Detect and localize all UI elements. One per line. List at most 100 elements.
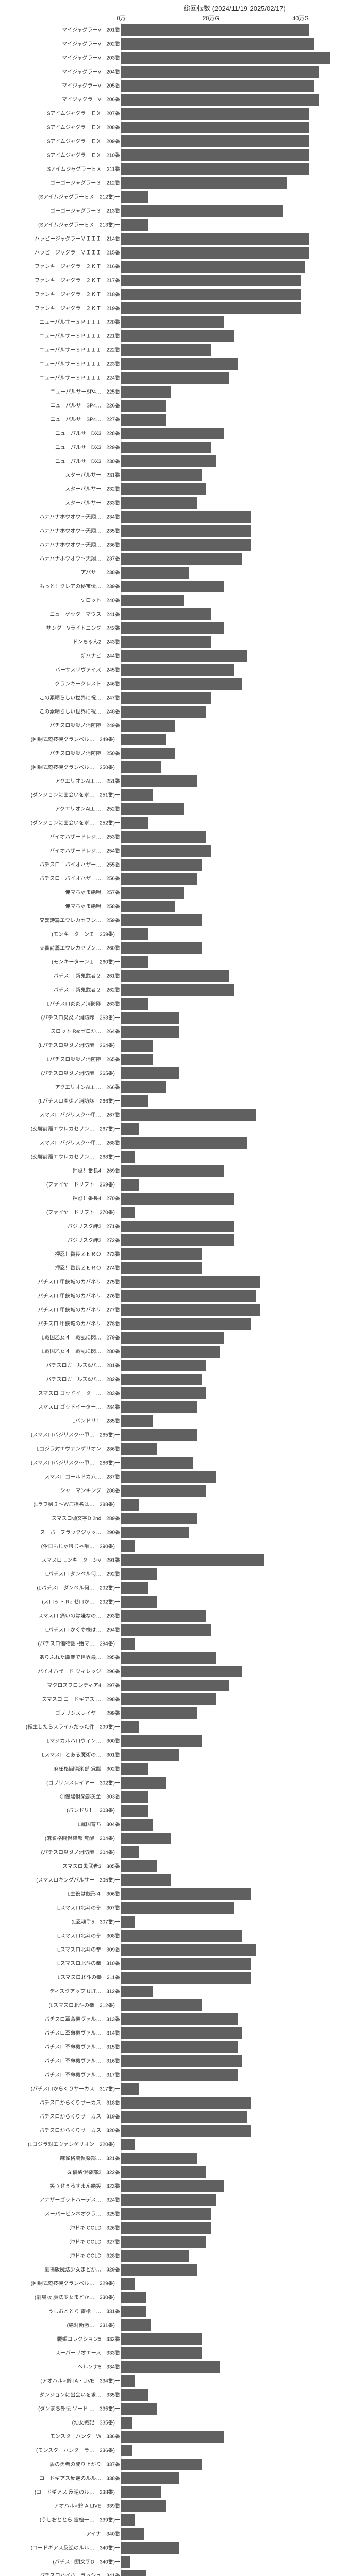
y-tick-label: (Lパチスロ炎炎ノ消防隊 266番)ー	[2, 1098, 120, 1104]
bar	[121, 942, 202, 954]
y-tick-label: 沖ドキ!GOLD 328番	[2, 2253, 120, 2259]
bar-row: (ダンまち外伝 ソード … 335番)ー	[0, 2402, 348, 2416]
bar	[121, 455, 216, 467]
bar	[121, 970, 229, 982]
y-tick-label: (ダンジョンに出会いを求… 251番)ー	[2, 792, 120, 798]
y-tick-label: (L忍魂手5 307番)ー	[2, 1919, 120, 1925]
y-tick-label: Lマジカルハロウィン… 300番	[2, 1738, 120, 1744]
bar	[121, 386, 171, 398]
bar-row: パチスロ バイオハザー… 255番	[0, 858, 348, 872]
bar	[121, 24, 309, 36]
bar	[121, 2278, 135, 2290]
bar-row: L戦国育ち 304番	[0, 1818, 348, 1832]
y-tick-label: (SアイムジャグラーＥＸ 212番)ー	[2, 194, 120, 200]
y-tick-label: ハナハナホウオウ〜天翔… 236番	[2, 542, 120, 548]
bar	[121, 2139, 135, 2150]
bar-row: スーパーブラックジャッ… 290番	[0, 1526, 348, 1539]
bar	[121, 2166, 206, 2178]
bar	[121, 149, 309, 161]
bar-row: ケロット 240番	[0, 594, 348, 607]
bar	[121, 2236, 206, 2248]
bar	[121, 1137, 247, 1149]
bar-row: パチスロ 甲鉄城のカバネリ 278番	[0, 1317, 348, 1331]
bar-row: 麻雀格闘倶楽部… 321番	[0, 2151, 348, 2165]
bar-row: L主役は銭形４ 306番	[0, 1887, 348, 1901]
y-tick-label: Lパチスロ ダンベル何… 292番	[2, 1571, 120, 1577]
bar	[121, 622, 224, 634]
bar-row: ありふれた職業で世界最… 295番	[0, 1651, 348, 1665]
bar	[121, 2153, 197, 2164]
bar-row: (パチスロ炎炎ノ消防隊 265番)ー	[0, 1066, 348, 1080]
bar-row: サンダーVライトニング 242番	[0, 621, 348, 635]
y-tick-label: パチスロ 甲鉄城のカバネリ 275番	[2, 1279, 120, 1285]
bar-row: ニューパルサーＳＰＩＩＩ 224番	[0, 371, 348, 385]
bar	[121, 442, 211, 453]
y-tick-label: Lスマスロとある魔術の… 301番	[2, 1752, 120, 1758]
y-tick-label: (パチスロ傷物語 -始マ… 294番)ー	[2, 1641, 120, 1647]
bar	[121, 2542, 179, 2554]
bar	[121, 1179, 139, 1191]
y-tick-label: ファンキージャグラー２ＫＴ 219番	[2, 306, 120, 311]
y-tick-label: Lスマスロ北斗の拳 311番	[2, 1975, 120, 1980]
bar-row: パチスロ革命機ヴァル… 316番	[0, 2054, 348, 2068]
y-tick-label: 俺マちゃま絶唱 258番	[2, 904, 120, 909]
y-tick-label: ダンジョンに出会いを求… 335番	[2, 2392, 120, 2398]
bar	[121, 2264, 197, 2276]
bar	[121, 344, 211, 356]
bar	[121, 1165, 224, 1177]
bar	[121, 275, 301, 286]
chart-container: 総回転数 (2024/11/19-2025/02/17) 0万20万G40万G …	[0, 0, 348, 2576]
bar	[121, 831, 206, 843]
y-tick-label: パチスロからくりサーカス 319番	[2, 2114, 120, 2120]
bar-row: 笑ゥせぇるすまん絶笑 323番	[0, 2179, 348, 2193]
bar	[121, 2013, 238, 2025]
bar-row: (麻雀格闘倶楽部 覚醒 304番)ー	[0, 1832, 348, 1845]
y-tick-label: バーサスリヴァイズ 245番	[2, 667, 120, 673]
y-tick-label: サンダーVライトニング 242番	[2, 625, 120, 631]
bar-row: スマスロバジリスク〜甲… 268番	[0, 1136, 348, 1150]
y-tick-label: (バンドリ！ 303番)ー	[2, 1808, 120, 1814]
bar	[121, 1374, 202, 1385]
y-tick-label: この素晴らしい世界に祝… 247番	[2, 695, 120, 701]
bar	[121, 1443, 157, 1455]
bar-row: マイジャグラーV 206番	[0, 93, 348, 107]
bar-row: パチスロ 新鬼武者２ 261番	[0, 969, 348, 983]
bar-row: ディスクアップ ULT… 312番	[0, 1985, 348, 1998]
bar-row: マイジャグラーV 205番	[0, 79, 348, 93]
bar-row: Lスマスロ北斗の拳 309番	[0, 1943, 348, 1957]
bar	[121, 2125, 251, 2137]
y-tick-label: Lゴジラ対エヴァンゲリオン 286番	[2, 1446, 120, 1452]
bar	[121, 608, 211, 620]
y-tick-label: (ゴブリンスレイヤー 302番)ー	[2, 1780, 120, 1786]
bar-row: (ダンジョンに出会いを求… 251番)ー	[0, 788, 348, 802]
y-tick-label: ゴーゴージャグラー３ 212番	[2, 180, 120, 186]
bar	[121, 901, 175, 912]
y-tick-label: ハナハナホウオウ〜天翔… 237番	[2, 556, 120, 562]
bar	[121, 1999, 202, 2011]
bar-row: もっと！クレアの秘宝伝… 239番	[0, 580, 348, 594]
bar	[121, 1067, 179, 1079]
bar	[121, 2403, 157, 2415]
bar	[121, 511, 251, 523]
bar-row: (コードギアス反逆のルル… 340番)ー	[0, 2541, 348, 2555]
bar-row: バーサスリヴァイズ 245番	[0, 663, 348, 677]
y-tick-label: (絶対衝激… 331番)ー	[2, 2323, 120, 2328]
bar	[121, 887, 184, 899]
bar	[121, 52, 330, 64]
bar	[121, 539, 251, 551]
y-tick-label: ディスクアップ ULT… 312番	[2, 1989, 120, 1994]
bar-row: (今日もじゃ喰じゃ喰… 290番)ー	[0, 1539, 348, 1553]
bar-row: (SアイムジャグラーＥＸ 213番)ー	[0, 218, 348, 232]
bar	[121, 1513, 197, 1524]
bar	[121, 817, 148, 829]
bar-row: (Lスマスロ北斗の拳 312番)ー	[0, 1998, 348, 2012]
bar	[121, 1012, 179, 1024]
bar-row: パチスロ 甲鉄城のカバネリ 277番	[0, 1303, 348, 1317]
bar-row: 盾の勇者の成り上がり 337番	[0, 2458, 348, 2471]
y-tick-label: ニューパルサーSP4… 227番	[2, 417, 120, 422]
bar	[121, 928, 148, 940]
bar	[121, 108, 309, 120]
bar	[121, 1958, 251, 1970]
y-tick-label: (ダンまち外伝 ソード … 335番)ー	[2, 2406, 120, 2412]
bar-row: ダンジョンに出会いを求… 335番	[0, 2388, 348, 2402]
